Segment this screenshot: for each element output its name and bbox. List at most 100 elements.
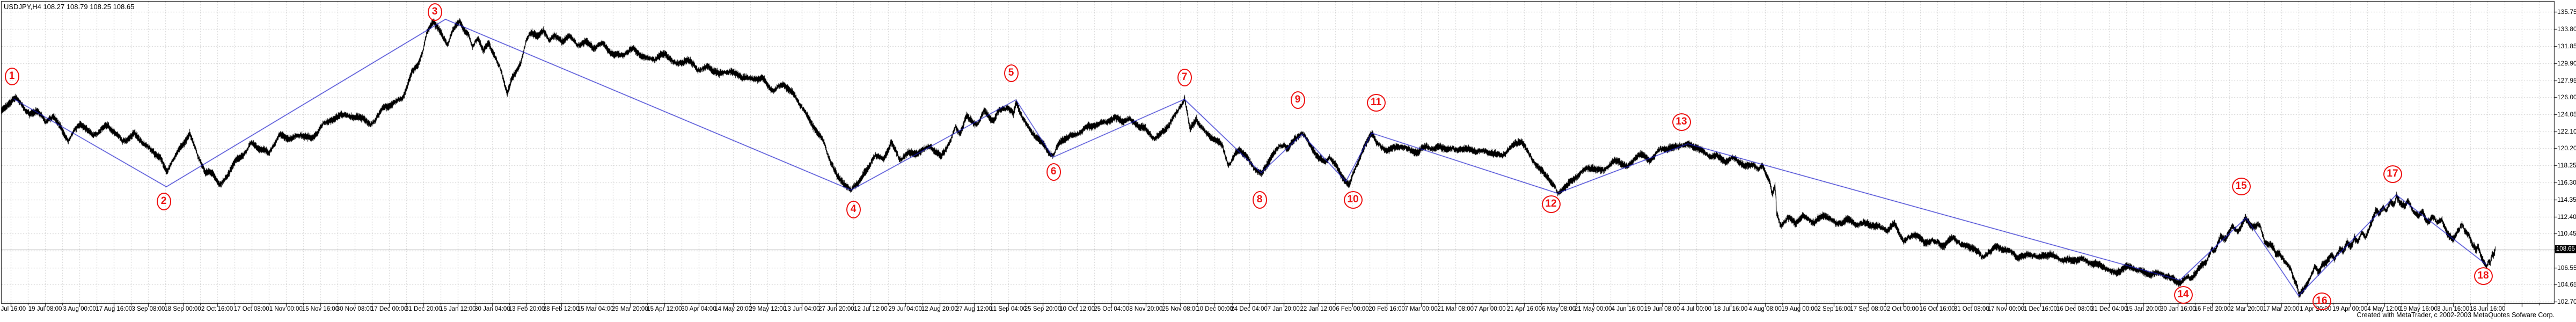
date-axis-label: 17 Nov 00:00 [1987, 306, 2025, 312]
wave-marker-4[interactable]: 4 [846, 200, 861, 218]
date-axis-label: 15 Nov 16:00 [302, 306, 339, 312]
date-axis-label: 21 May 00:00 [1574, 306, 1612, 312]
date-axis-label: 17 Dec 00:00 [370, 306, 408, 312]
date-axis-label: 4 May 12:00 [2367, 306, 2402, 312]
price-axis-label: 120.20 [2557, 144, 2576, 152]
price-axis-label: 129.90 [2557, 59, 2576, 67]
wave-marker-8[interactable]: 8 [1252, 191, 1267, 209]
date-axis-label: 18 Jul 16:00 [1714, 306, 1748, 312]
date-axis-label: 17 Oct 08:00 [233, 306, 269, 312]
date-axis-label: 3 Jun 16:00 [2437, 306, 2470, 312]
date-axis-label: 25 Nov 08:00 [1162, 306, 1199, 312]
date-axis-label: 29 Mar 20:00 [611, 306, 648, 312]
date-axis-label: 24 Dec 04:00 [1231, 306, 1268, 312]
date-axis-label: 3 Sep 08:00 [131, 306, 165, 312]
wave-marker-7[interactable]: 7 [1177, 68, 1192, 86]
date-axis-label: 2 Mar 20:00 [2230, 306, 2264, 312]
current-price-tag: 108.65 [2555, 245, 2576, 254]
price-axis-label: 116.30 [2557, 178, 2576, 186]
date-axis-label: 31 Oct 08:00 [1953, 306, 1989, 312]
price-axis-label: 110.45 [2557, 230, 2576, 238]
wave-marker-12[interactable]: 12 [1541, 195, 1561, 213]
date-axis-label: 6 May 08:00 [1541, 306, 1576, 312]
date-axis-label: 13 Feb 20:00 [508, 306, 545, 312]
wave-marker-18[interactable]: 18 [2473, 267, 2493, 285]
date-axis-label: 4 Jul 16:00 [0, 306, 26, 312]
wave-marker-11[interactable]: 11 [1366, 93, 1386, 112]
date-axis-label: 14 May 20:00 [714, 306, 752, 312]
date-axis-label: 13 Jun 04:00 [784, 306, 820, 312]
date-axis-label: 19 Jun 08:00 [1644, 306, 1680, 312]
date-axis-label: 16 Dec 08:00 [2056, 306, 2094, 312]
wave-marker-10[interactable]: 10 [1343, 191, 1363, 209]
wave-marker-16[interactable]: 16 [2312, 292, 2331, 310]
price-axis-label: 104.65 [2557, 281, 2576, 289]
wave-marker-2[interactable]: 2 [156, 192, 171, 210]
date-axis-label: 17 Sep 08:00 [1850, 306, 1887, 312]
date-axis-label: 10 Dec 00:00 [1196, 306, 1233, 312]
price-axis-label: 126.00 [2557, 93, 2576, 101]
date-axis-label: 16 Feb 20:00 [2194, 306, 2231, 312]
date-axis-label: 7 Jan 20:00 [1267, 306, 1300, 312]
date-axis-label: 15 Jan 20:00 [2125, 306, 2162, 312]
wave-marker-6[interactable]: 6 [1046, 163, 1061, 181]
date-axis-label: 30 Apr 04:00 [681, 306, 716, 312]
date-axis-label: 31 Dec 20:00 [405, 306, 442, 312]
date-axis-label: 17 Aug 16:00 [96, 306, 133, 312]
date-axis-label: 2 Sep 16:00 [1817, 306, 1851, 312]
date-axis-label: 19 Aug 00:00 [1781, 306, 1818, 312]
date-axis-label: 12 Jul 12:00 [854, 306, 888, 312]
date-axis-label: 15 Apr 12:00 [647, 306, 682, 312]
wave-marker-3[interactable]: 3 [427, 3, 442, 21]
date-axis-label: 3 Aug 00:00 [63, 306, 96, 312]
price-axis-label: 135.75 [2557, 8, 2576, 16]
date-axis-label: 29 Jul 04:00 [888, 306, 922, 312]
wave-marker-15[interactable]: 15 [2231, 177, 2251, 195]
date-axis-label: 21 Mar 08:00 [1437, 306, 1474, 312]
date-axis-label: 30 Jan 04:00 [474, 306, 510, 312]
date-axis-label: 2 Oct 00:00 [1886, 306, 1919, 312]
date-axis-label: 19 May 16:00 [2400, 306, 2438, 312]
date-axis-label: 18 Sep 00:00 [164, 306, 201, 312]
date-axis-label: 4 Jun 16:00 [1611, 306, 1644, 312]
wave-marker-17[interactable]: 17 [2383, 165, 2402, 183]
date-axis-label: 4 Aug 08:00 [1748, 306, 1782, 312]
date-axis-label: 29 May 12:00 [749, 306, 787, 312]
price-axis-label: 131.85 [2557, 42, 2576, 50]
price-axis-label: 127.95 [2557, 76, 2576, 84]
wave-marker-9[interactable]: 9 [1290, 91, 1305, 109]
wave-marker-14[interactable]: 14 [2174, 286, 2193, 304]
date-axis-label: 10 Oct 12:00 [1059, 306, 1095, 312]
date-axis-label: 25 Oct 04:00 [1094, 306, 1130, 312]
date-axis-label: 17 Mar 20:00 [2263, 306, 2300, 312]
date-axis-label: 27 Aug 12:00 [955, 306, 992, 312]
date-axis-label: 20 Feb 16:00 [1368, 306, 1405, 312]
date-axis-label: 15 Mar 04:00 [577, 306, 614, 312]
date-axis-label: 2 Oct 16:00 [201, 306, 233, 312]
date-axis-label: 22 Jan 12:00 [1300, 306, 1336, 312]
price-axis-label: 112.40 [2557, 213, 2576, 221]
date-axis-label: 7 Mar 00:00 [1404, 306, 1438, 312]
copyright-text: Created with MetaTrader, c 2002-2003 Met… [2357, 311, 2555, 319]
price-axis-label: 133.80 [2557, 25, 2576, 33]
price-axis-label: 114.35 [2557, 195, 2576, 203]
date-axis-label: 19 Jul 08:00 [28, 306, 62, 312]
price-axis-label: 102.70 [2557, 298, 2576, 305]
date-axis-label: 1 Nov 00:00 [269, 306, 303, 312]
chart-title-quote: USDJPY,H4 108.27 108.79 108.25 108.65 [4, 3, 135, 11]
date-axis-label: 27 Jun 20:00 [818, 306, 854, 312]
wave-marker-1[interactable]: 1 [4, 67, 19, 85]
date-axis-label: 30 Nov 08:00 [336, 306, 374, 312]
date-axis-label: 21 Apr 16:00 [1506, 306, 1542, 312]
date-axis-label: 31 Dec 04:00 [2090, 306, 2128, 312]
date-axis-label: 28 Feb 12:00 [543, 306, 580, 312]
date-axis-label: 12 Aug 20:00 [921, 306, 958, 312]
date-axis-label: 30 Jan 16:00 [2160, 306, 2196, 312]
price-axis-label: 124.05 [2557, 111, 2576, 119]
wave-marker-13[interactable]: 13 [1672, 113, 1691, 131]
wave-marker-5[interactable]: 5 [1004, 64, 1019, 82]
date-axis-label: 15 Jan 12:00 [440, 306, 476, 312]
date-axis-label: 1 Dec 16:00 [2023, 306, 2057, 312]
